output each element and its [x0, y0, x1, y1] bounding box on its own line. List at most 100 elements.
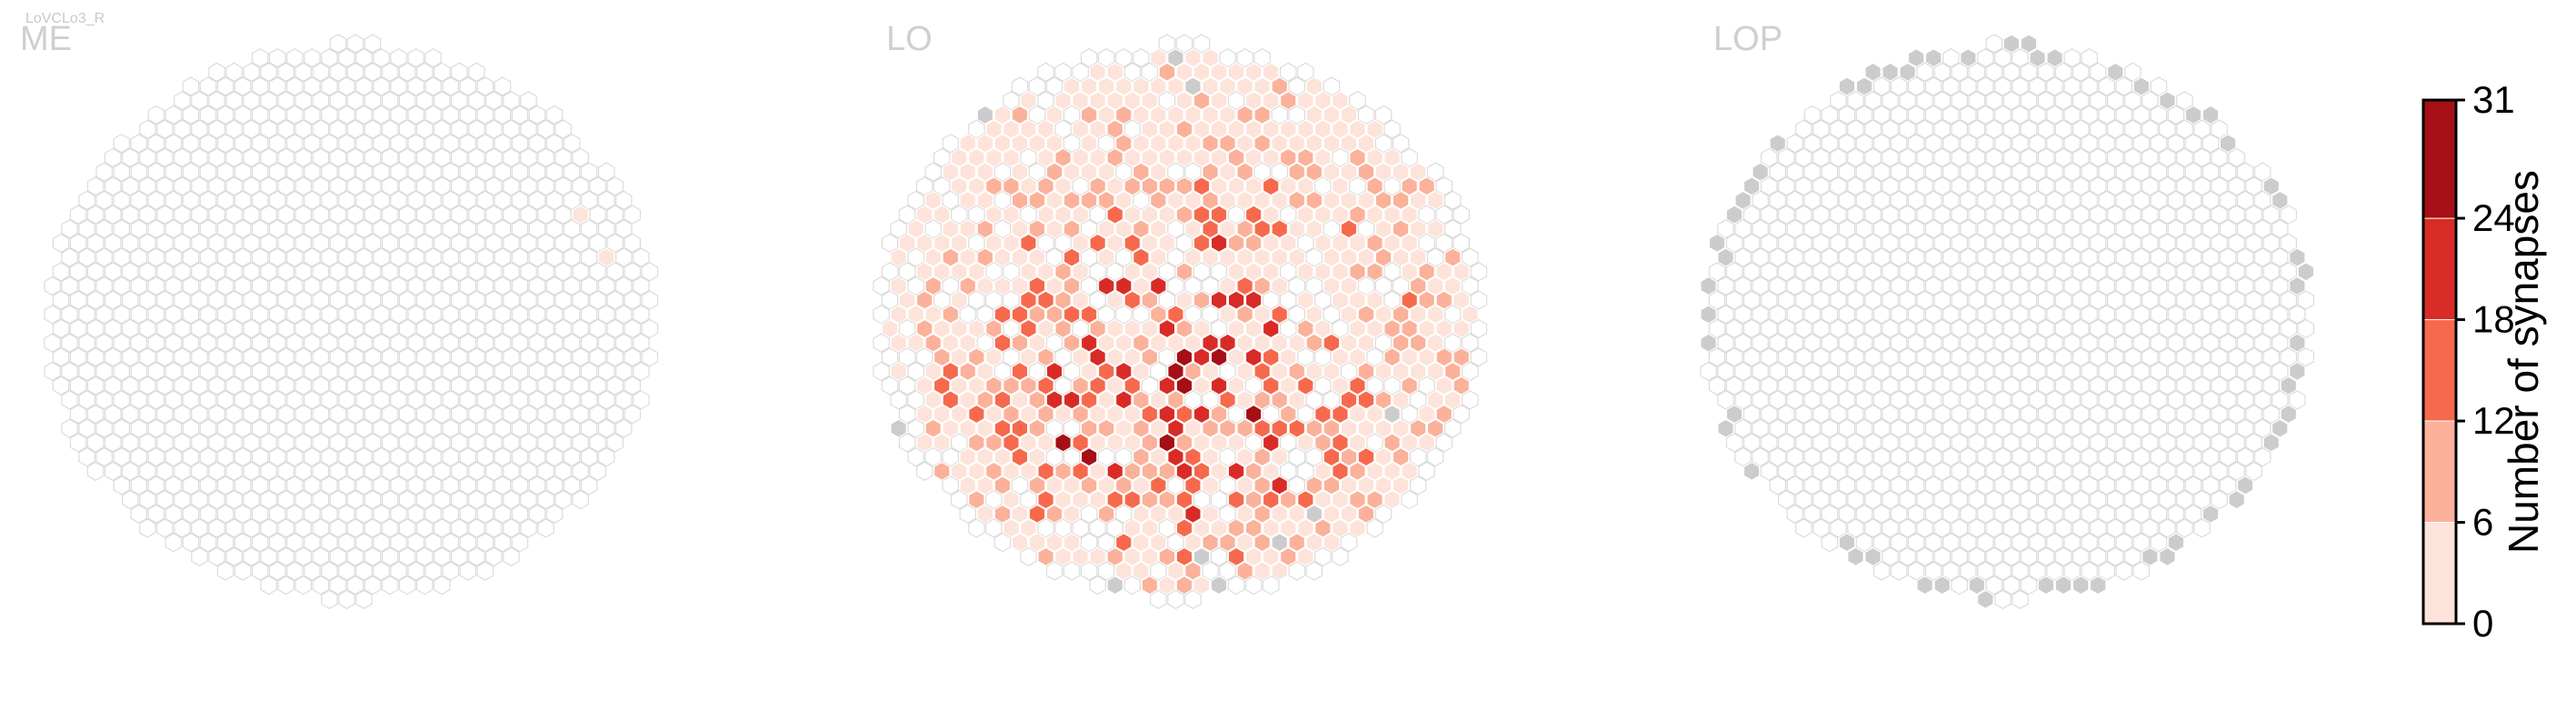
hex-column [346, 318, 364, 339]
hex-column [1262, 318, 1280, 339]
hex-column [528, 390, 546, 410]
hex-column [1392, 476, 1410, 496]
hex-column [1890, 532, 1908, 553]
hex-column [191, 376, 208, 396]
hex-column [942, 446, 959, 467]
hex-column [1435, 347, 1453, 367]
hex-column [338, 305, 355, 325]
hex-column [2280, 376, 2297, 396]
hex-column [1855, 305, 1873, 325]
hex-column [433, 461, 451, 481]
hex-column [1150, 162, 1167, 182]
hex-column [260, 91, 277, 111]
hex-column [528, 305, 546, 325]
hex-column [1123, 347, 1141, 367]
hex-column [2072, 461, 2090, 481]
hex-column [1141, 546, 1159, 566]
hex-column [329, 34, 347, 54]
hex-column [2236, 418, 2254, 438]
hex-column [225, 119, 243, 139]
hex-column [1332, 376, 1349, 396]
hex-column [1907, 190, 1925, 211]
hex-column [2150, 105, 2168, 125]
hex-column [268, 476, 286, 496]
hex-column [898, 233, 916, 254]
hex-column [1175, 176, 1193, 196]
hex-column [329, 376, 347, 396]
hex-column [2219, 446, 2237, 467]
hex-column [511, 532, 529, 553]
hex-column [1184, 105, 1202, 125]
hex-column [260, 119, 277, 139]
hex-column [1374, 247, 1393, 267]
hex-column [1426, 219, 1444, 239]
hex-column [1253, 275, 1271, 296]
hex-column [1323, 275, 1341, 296]
hex-column [2184, 418, 2202, 438]
hex-column [1133, 247, 1150, 267]
hex-column [1332, 119, 1349, 139]
hex-column [1392, 390, 1410, 410]
hex-column [1305, 561, 1323, 581]
hex-column [1089, 518, 1106, 538]
hex-column [2150, 134, 2168, 154]
hex-column [1141, 119, 1159, 139]
hex-column [993, 105, 1012, 125]
hex-column [1855, 105, 1873, 125]
hex-column [1089, 176, 1106, 196]
hex-column [528, 247, 546, 267]
hex-column [2081, 333, 2098, 353]
hex-column [2002, 347, 2021, 367]
hex-column [1717, 333, 1734, 353]
hex-column [459, 532, 476, 553]
hex-column [1401, 205, 1418, 225]
hex-column [321, 390, 338, 410]
hex-column [2054, 433, 2072, 453]
hex-column [1890, 275, 1908, 296]
hex-column [2245, 404, 2262, 425]
hex-column [2098, 446, 2115, 467]
hex-column [606, 404, 624, 425]
hex-column [1882, 489, 1899, 510]
hex-column [1734, 305, 1752, 325]
hex-column [993, 390, 1012, 410]
hex-column [2142, 404, 2159, 425]
hex-column [251, 105, 269, 125]
hex-column [1778, 318, 1795, 339]
hex-column [1760, 147, 1778, 168]
hex-column [1734, 275, 1752, 296]
hex-column [2297, 318, 2315, 339]
hex-column [1158, 62, 1176, 82]
hex-column [624, 233, 641, 254]
hex-column [1063, 190, 1081, 211]
hex-column [503, 290, 520, 310]
hex-column [234, 76, 252, 96]
hex-column [1890, 247, 1908, 267]
hex-column [78, 305, 95, 325]
hex-column [234, 190, 252, 211]
hex-column [1855, 532, 1873, 553]
hex-column [2029, 532, 2046, 553]
hex-column [2098, 190, 2115, 211]
hex-column [2132, 418, 2151, 438]
hex-column [476, 190, 494, 211]
hex-column [234, 561, 252, 581]
hex-column [2107, 347, 2124, 367]
hex-column [2046, 561, 2063, 581]
hex-column [199, 361, 217, 382]
hex-column [1158, 404, 1176, 425]
hex-column [191, 546, 208, 566]
hex-column [2228, 376, 2245, 396]
hex-column [968, 347, 985, 367]
hex-column [1444, 418, 1462, 438]
hex-column [2098, 390, 2115, 410]
hex-column [1882, 404, 1899, 425]
hex-column [476, 162, 494, 182]
hex-column [1374, 190, 1393, 211]
hex-column [2124, 262, 2142, 282]
hex-column [1253, 504, 1271, 524]
hex-column [346, 119, 364, 139]
hex-column [503, 433, 520, 453]
hex-column [597, 390, 615, 410]
hex-column [1323, 76, 1341, 96]
